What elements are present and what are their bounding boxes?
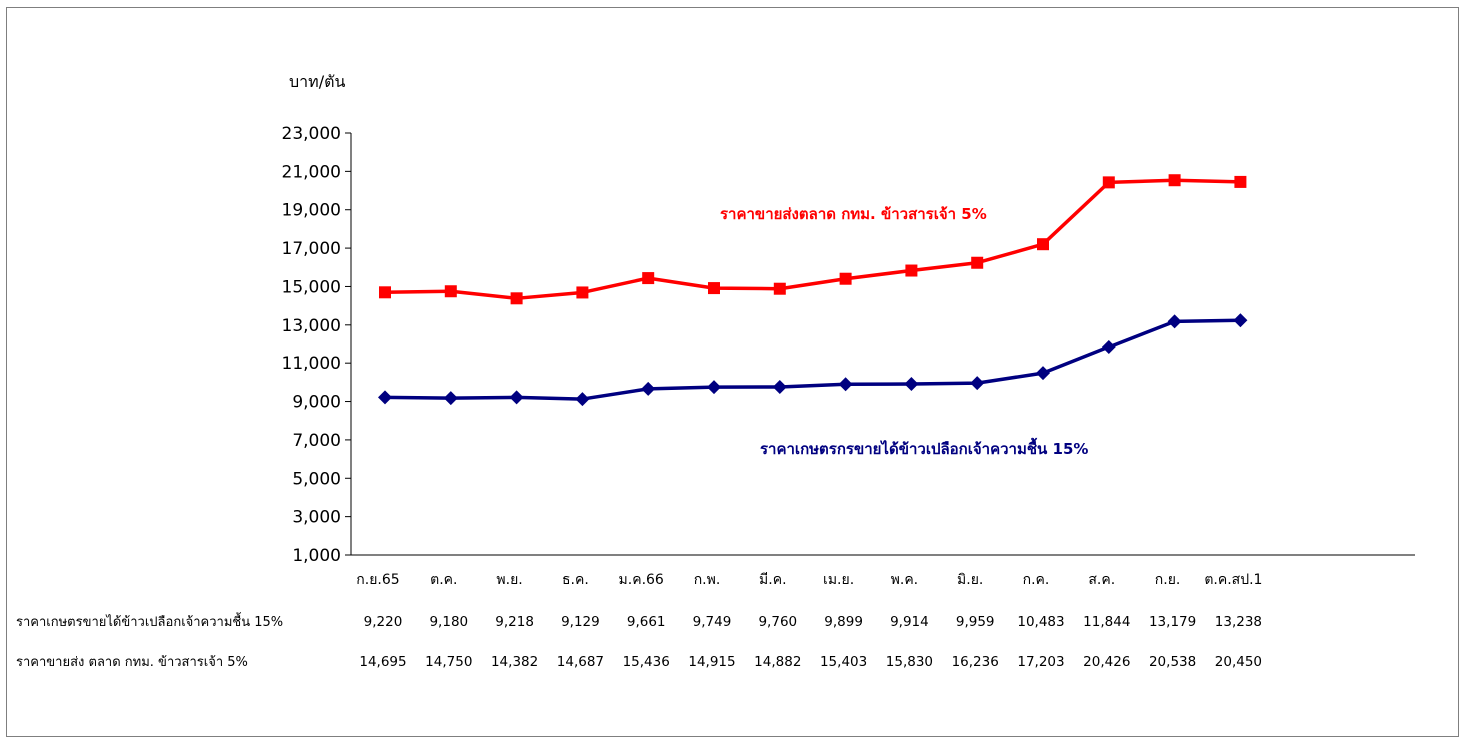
data-point-marker [1102,176,1115,189]
x-tick-label: ธ.ค. [562,572,589,588]
series-annotation-farmgate: ราคาเกษตรกรขายได้ข้าวเปลือกเจ้าความชื้น … [760,437,1088,458]
axes: 1,000 3,000 5,000 7,000 9,000 11,000 13,000 15,… [282,124,1415,588]
data-point-marker [904,377,919,392]
table-cell-value: 13,179 [1149,614,1196,630]
y-tick-label: 9,000 [292,393,341,413]
x-tick-label: มิ.ย. [957,572,983,588]
y-tick-label: 11,000 [282,354,341,374]
y-tick-label: 15,000 [282,277,341,297]
data-point-marker [509,390,524,405]
table-cell-value: 14,915 [688,654,735,670]
x-tick-label: เม.ย. [823,572,854,588]
data-point-marker [773,282,786,295]
data-point-marker [971,256,984,269]
table-cell-value: 14,695 [359,654,406,670]
y-tick-label: 23,000 [282,124,341,144]
table-cell-value: 9,959 [956,614,995,630]
data-table: ราคาเกษตรขายได้ข้าวเปลือกเจ้าความชื้น 15… [16,612,1262,670]
x-tick-label: ม.ค.66 [619,572,664,588]
table-cell-value: 9,760 [758,614,797,630]
table-cell-value: 15,436 [623,654,670,670]
table-cell-value: 15,403 [820,654,867,670]
x-tick-label: ก.ค. [1023,572,1050,588]
data-point-marker [378,390,392,405]
data-point-marker [1037,238,1049,251]
y-tick-label: 19,000 [282,201,341,221]
data-point-marker [839,272,852,285]
data-point-marker [510,292,523,305]
x-tick-label: มี.ค. [759,572,787,588]
table-cell-value: 9,899 [824,614,863,630]
data-point-marker [905,264,918,277]
table-cell-value: 14,687 [557,654,604,670]
table-row-label: ราคาขายส่ง ตลาด กทม. ข้าวสารเจ้า 5% [16,655,248,670]
table-cell-value: 20,450 [1215,654,1262,670]
series-lines [378,174,1248,407]
series-line-farmgate [384,318,1241,401]
table-cell-value: 17,203 [1017,654,1064,670]
y-tick-label: 5,000 [292,469,341,489]
data-point-marker [970,376,985,391]
table-cell-value: 9,661 [627,614,666,630]
x-tick-label: พ.ย. [496,572,522,588]
y-tick-label: 21,000 [282,162,341,182]
data-point-marker [576,286,589,299]
table-cell-value: 15,830 [886,654,933,670]
table-cell-value: 9,220 [364,614,403,630]
series-line-wholesale [384,178,1241,301]
y-tick-label: 1,000 [292,546,341,566]
data-point-marker [443,391,458,406]
x-tick-label: ส.ค. [1088,572,1115,588]
y-axis-label: บาท/ตัน [289,72,345,91]
data-point-marker [772,379,787,394]
chart-frame [6,7,1459,737]
data-point-marker [444,285,457,298]
data-point-marker [379,286,391,299]
data-point-marker [838,377,853,392]
table-cell-value: 10,483 [1017,614,1064,630]
data-point-marker [1234,175,1247,188]
table-cell-value: 9,218 [495,614,534,630]
x-tick-label: พ.ค. [891,572,919,588]
table-cell-value: 14,382 [491,654,538,670]
table-cell-value: 9,749 [693,614,732,630]
x-tick-label: ก.ย. [1155,572,1181,588]
x-tick-label: ต.ค.สป.1 [1204,572,1262,588]
table-cell-value: 20,538 [1149,654,1196,670]
table-row-label: ราคาเกษตรขายได้ข้าวเปลือกเจ้าความชื้น 15… [16,612,283,630]
table-cell-value: 9,914 [890,614,929,630]
table-cell-value: 16,236 [952,654,999,670]
y-tick-label: 7,000 [292,431,341,451]
table-cell-value: 9,180 [429,614,468,630]
data-point-marker [708,282,720,295]
table-cell-value: 14,882 [754,654,801,670]
y-tick-label: 3,000 [292,508,341,528]
data-point-marker [642,272,655,285]
data-point-marker [1167,314,1182,329]
data-point-marker [1233,313,1248,328]
table-cell-value: 9,129 [561,614,600,630]
x-tick-label: ต.ค. [430,572,457,588]
x-tick-label: ก.พ. [694,572,721,588]
y-tick-label: 17,000 [282,239,341,259]
series-annotation-wholesale: ราคาขายส่งตลาด กทม. ข้าวสารเจ้า 5% [720,205,987,223]
data-point-marker [575,392,590,407]
x-tick-label: ก.ย.65 [356,572,399,588]
data-point-marker [641,381,656,396]
data-point-marker [1036,366,1050,381]
table-cell-value: 20,426 [1083,654,1130,670]
data-point-marker [1101,339,1116,354]
data-point-marker [1168,174,1181,187]
table-cell-value: 14,750 [425,654,472,670]
data-point-marker [707,380,721,395]
table-cell-value: 11,844 [1083,614,1130,630]
table-cell-value: 13,238 [1215,614,1262,630]
y-tick-label: 13,000 [282,316,341,336]
